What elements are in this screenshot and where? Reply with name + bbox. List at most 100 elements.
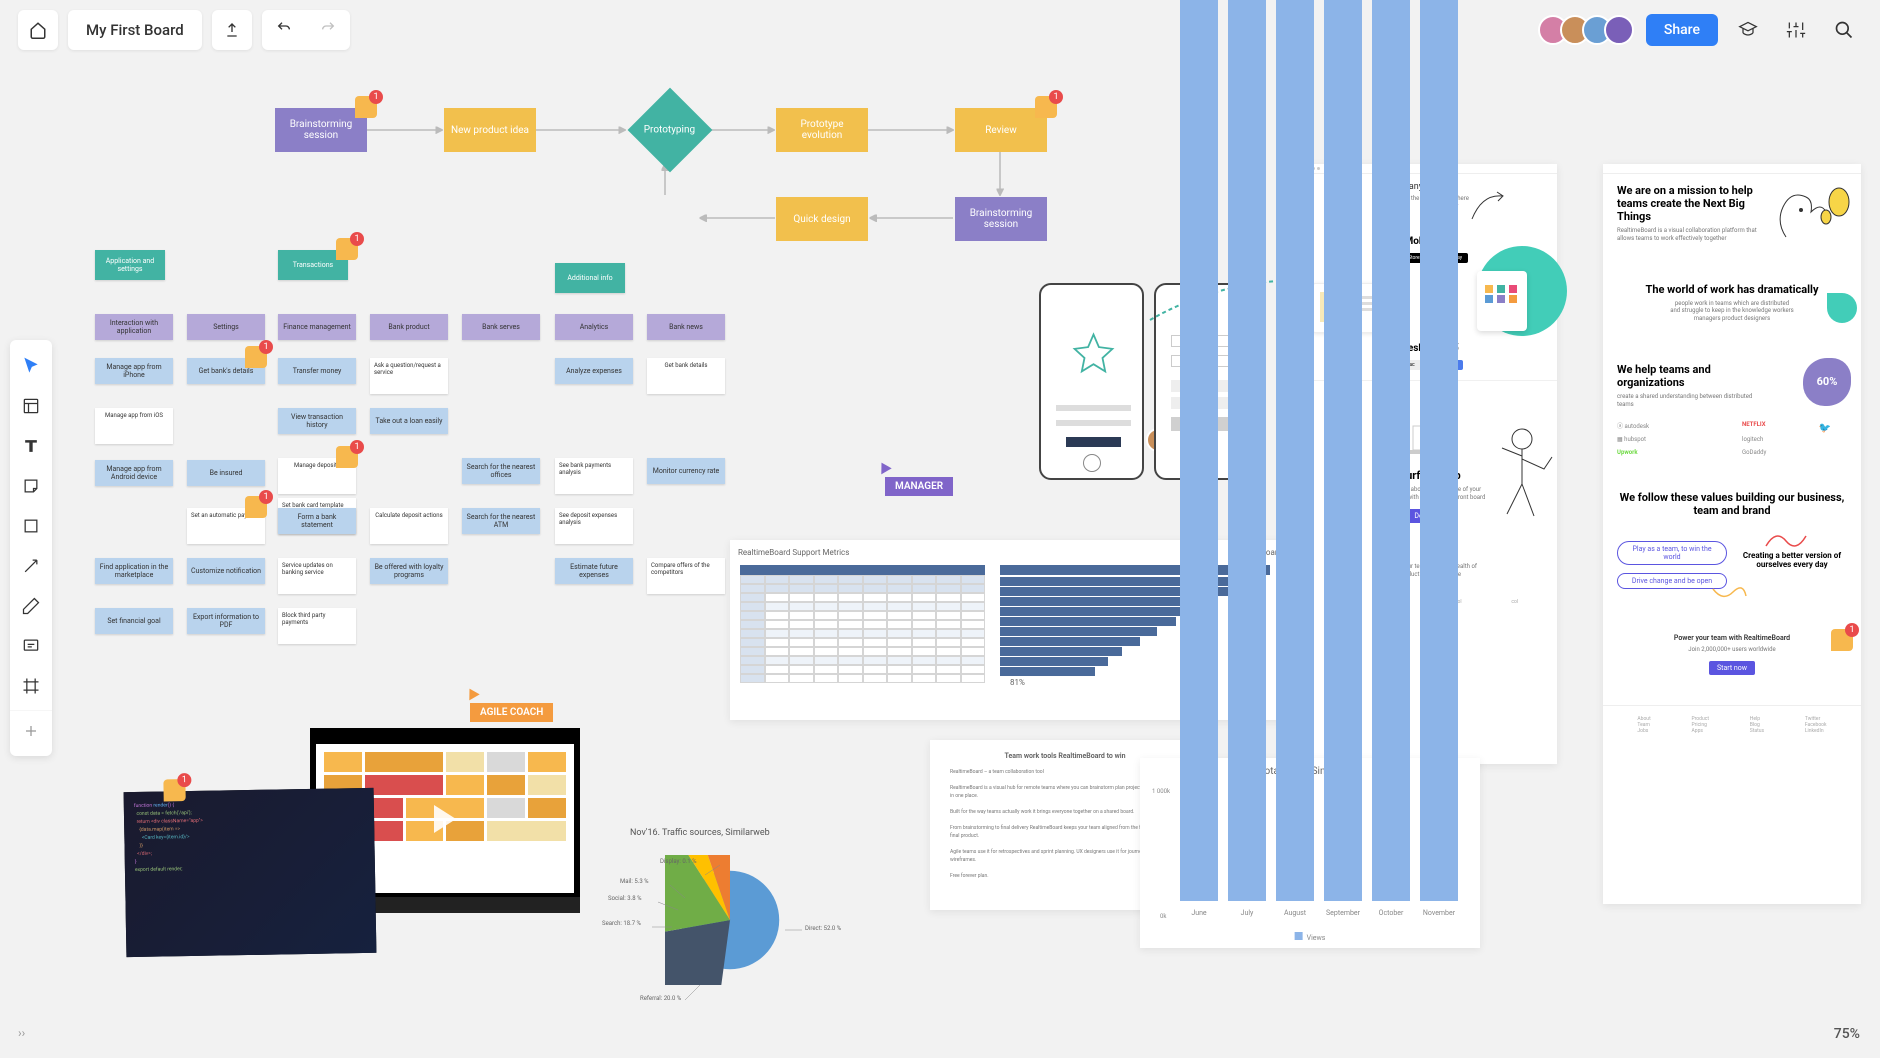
- story-card[interactable]: Block third party payments: [278, 608, 356, 644]
- piechart-title: Nov'16. Traffic sources, Similarweb: [630, 828, 910, 838]
- comment-badge[interactable]: [245, 496, 267, 518]
- story-card[interactable]: Calculate deposit actions: [370, 508, 448, 544]
- share-button[interactable]: Share: [1646, 14, 1718, 46]
- flow-node[interactable]: Brainstorming session: [955, 197, 1047, 241]
- redo-button[interactable]: [320, 20, 336, 40]
- story-card[interactable]: Transfer money: [278, 358, 356, 384]
- bar: [1228, 0, 1266, 901]
- comment-badge[interactable]: [245, 346, 267, 368]
- story-card[interactable]: Manage app from Android device: [95, 460, 173, 486]
- tool-text[interactable]: [10, 426, 52, 466]
- bar: [1420, 0, 1458, 901]
- search-icon[interactable]: [1826, 12, 1862, 48]
- story-card[interactable]: Service updates on banking service: [278, 558, 356, 594]
- tool-pen[interactable]: [10, 586, 52, 626]
- manager-tag: MANAGER: [885, 477, 953, 496]
- story-card[interactable]: View transaction history: [278, 408, 356, 434]
- story-card[interactable]: Find application in the marketplace: [95, 558, 173, 584]
- story-card[interactable]: Form a bank statement: [278, 508, 356, 534]
- pie-chart-panel[interactable]: Nov'16. Traffic sources, Similarweb Dire…: [610, 820, 910, 1010]
- settings-icon[interactable]: [1778, 12, 1814, 48]
- comment-badge[interactable]: [1831, 629, 1853, 651]
- story-card[interactable]: Ask a question/request a service: [370, 358, 448, 394]
- story-card[interactable]: Analyze expenses: [555, 358, 633, 384]
- play-icon[interactable]: [434, 805, 456, 833]
- comment-badge[interactable]: [1035, 96, 1057, 118]
- story-card[interactable]: Take out a loan easily: [370, 408, 448, 434]
- flow-node[interactable]: Review: [955, 108, 1047, 152]
- avatar[interactable]: [1604, 15, 1634, 45]
- story-card[interactable]: Manage app from iPhone: [95, 358, 173, 384]
- tool-template[interactable]: [10, 386, 52, 426]
- logo-godaddy: GoDaddy: [1742, 449, 1847, 456]
- flow-node[interactable]: Quick design: [776, 197, 868, 241]
- export-button[interactable]: [212, 10, 252, 50]
- zoom-level[interactable]: 75%: [1834, 1026, 1860, 1042]
- feature-card[interactable]: Bank news: [647, 314, 725, 340]
- dashboard-title: RealtimeBoard Support Metrics: [738, 548, 849, 557]
- barchart-legend: Views: [1307, 934, 1326, 942]
- tool-cursor[interactable]: [10, 346, 52, 386]
- bar: [1276, 0, 1314, 901]
- story-card[interactable]: Estimate future expenses: [555, 558, 633, 584]
- story-card[interactable]: Be insured: [187, 460, 265, 486]
- story-card[interactable]: See bank payments analysis: [555, 458, 633, 494]
- barchart-ylabel: 1 000k: [1152, 788, 1170, 795]
- story-card[interactable]: Set financial goal: [95, 608, 173, 634]
- tool-frame[interactable]: [10, 666, 52, 706]
- tool-comment[interactable]: [10, 626, 52, 666]
- story-card[interactable]: Compare offers of the competitors: [647, 558, 725, 594]
- comment-badge[interactable]: [336, 238, 358, 260]
- bar-label: July: [1224, 909, 1270, 917]
- comment-badge[interactable]: [163, 779, 185, 801]
- flow-node[interactable]: New product idea: [444, 108, 536, 152]
- flow-node[interactable]: Brainstorming session: [275, 108, 367, 152]
- tool-sticky[interactable]: [10, 466, 52, 506]
- toolbox: [10, 340, 52, 756]
- story-card[interactable]: Monitor currency rate: [647, 458, 725, 484]
- feature-card[interactable]: Bank product: [370, 314, 448, 340]
- lp2-badge: 60%: [1803, 358, 1851, 406]
- flow-node[interactable]: Prototype evolution: [776, 108, 868, 152]
- epic-card[interactable]: Application and settings: [95, 250, 165, 280]
- tool-add[interactable]: [10, 710, 52, 750]
- bar: [1372, 0, 1410, 901]
- learn-icon[interactable]: [1730, 12, 1766, 48]
- story-card[interactable]: Search for the nearest ATM: [462, 508, 540, 534]
- feature-card[interactable]: Settings: [187, 314, 265, 340]
- epic-card[interactable]: Additional info: [555, 263, 625, 293]
- board-title[interactable]: My First Board: [68, 10, 202, 50]
- agile-cursor: [464, 686, 479, 701]
- story-card[interactable]: Customize notification: [187, 558, 265, 584]
- feature-card[interactable]: Analytics: [555, 314, 633, 340]
- comment-badge[interactable]: [355, 96, 377, 118]
- home-button[interactable]: [18, 10, 58, 50]
- story-card[interactable]: Search for the nearest offices: [462, 458, 540, 484]
- collaborator-avatars[interactable]: [1546, 15, 1634, 45]
- bar-chart-panel[interactable]: Total visits, Similarweb 1 000k 0k June7…: [1140, 758, 1480, 948]
- undo-button[interactable]: [276, 20, 292, 40]
- bar-label: October: [1368, 909, 1414, 917]
- nav-toggle[interactable]: ››: [18, 1026, 25, 1040]
- tool-shape[interactable]: [10, 506, 52, 546]
- landing-page-2[interactable]: We are on a mission to help teams create…: [1603, 164, 1861, 904]
- agile-tag: AGILE COACH: [470, 703, 553, 722]
- story-card[interactable]: Export information to PDF: [187, 608, 265, 634]
- story-card[interactable]: Manage app from iOS: [95, 408, 173, 444]
- logo-netflix: NETFLIX: [1742, 421, 1847, 430]
- feature-card[interactable]: Interaction with application: [95, 314, 173, 340]
- wireframe-phone-1[interactable]: [1039, 283, 1144, 480]
- lp2-mission-title: We are on a mission to help teams create…: [1617, 184, 1757, 223]
- story-card[interactable]: Get bank details: [647, 358, 725, 394]
- lp2-values-title: We follow these values building our busi…: [1617, 491, 1847, 517]
- bar: [1324, 0, 1362, 901]
- bar: [1180, 0, 1218, 901]
- code-image[interactable]: function render() { const data = fetch('…: [124, 788, 377, 957]
- story-card[interactable]: See deposit expenses analysis: [555, 508, 633, 544]
- story-card[interactable]: Be offered with loyalty programs: [370, 558, 448, 584]
- feature-card[interactable]: Bank serves: [462, 314, 540, 340]
- lp2-cta-btn[interactable]: Start now: [1709, 661, 1755, 675]
- tool-line[interactable]: [10, 546, 52, 586]
- feature-card[interactable]: Finance management: [278, 314, 356, 340]
- comment-badge[interactable]: [336, 446, 358, 468]
